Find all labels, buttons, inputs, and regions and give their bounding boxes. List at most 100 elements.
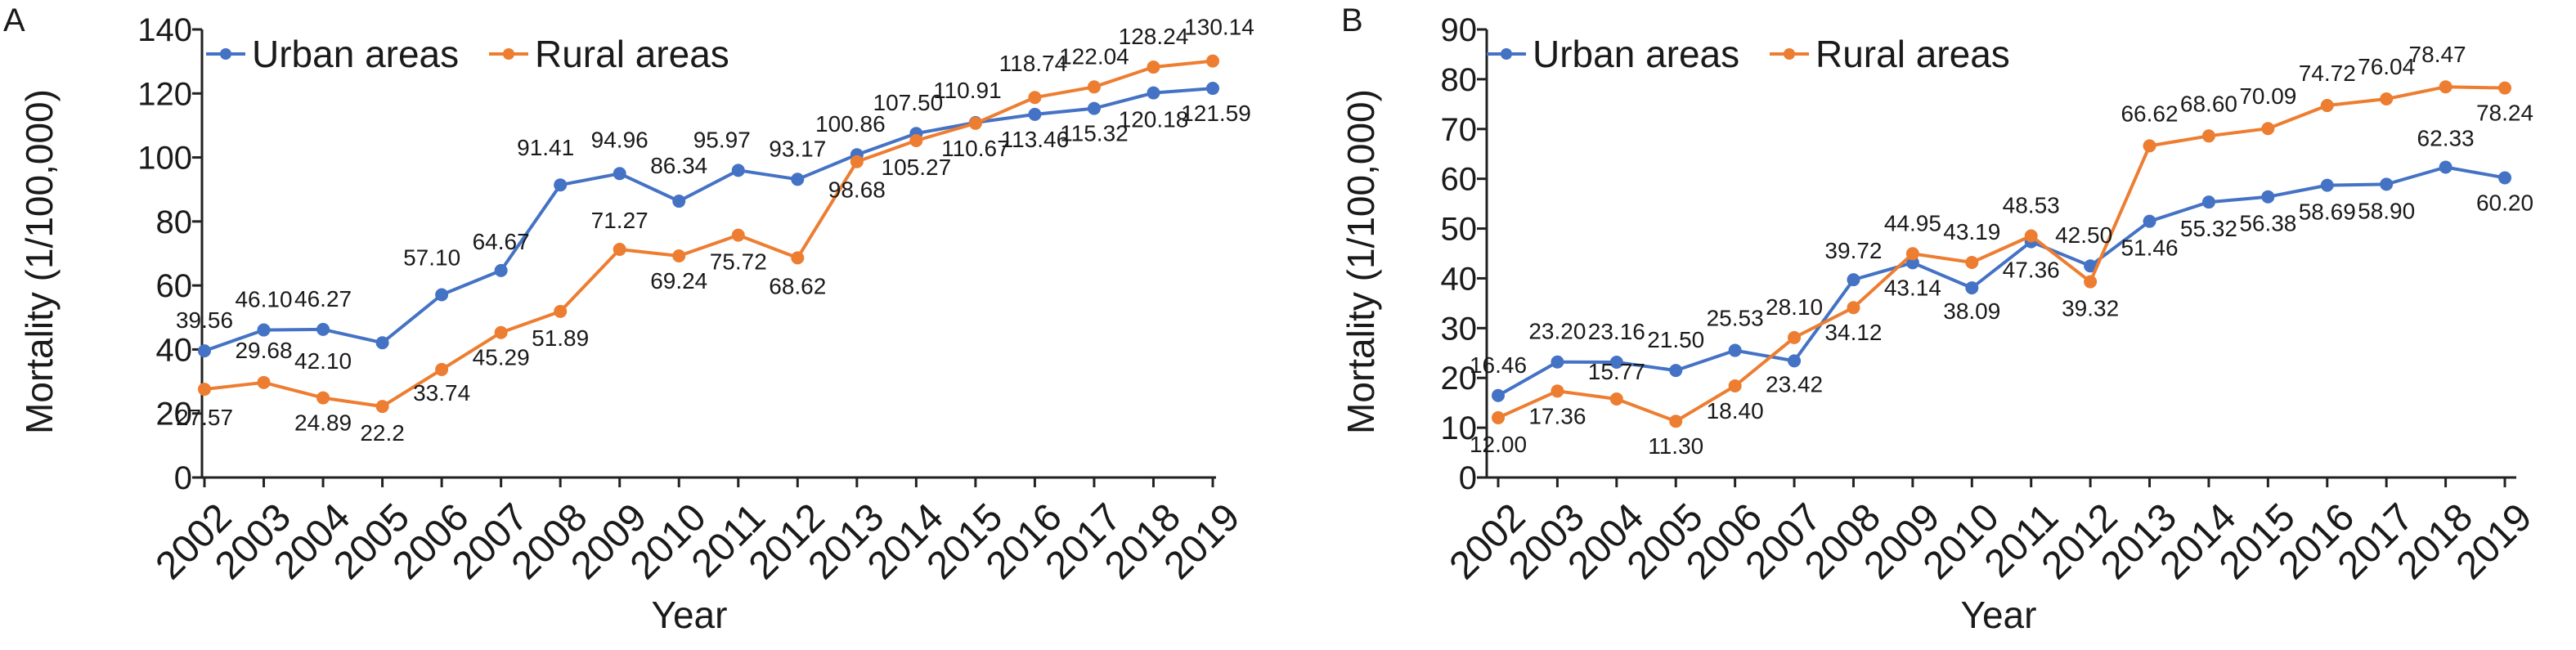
panel-a-data-label: 128.24 (1119, 24, 1189, 49)
panel-a-y-tick-label: 60 (156, 268, 193, 304)
panel-b-data-label: 28.10 (1766, 294, 1823, 320)
panel-a-data-label: 91.41 (517, 135, 574, 160)
panel-b-data-label: 12.00 (1470, 432, 1527, 457)
panel-b-data-label: 47.36 (2003, 258, 2060, 283)
panel-b-data-point-urban (2261, 190, 2275, 204)
panel-b-data-label: 78.47 (2409, 42, 2466, 67)
panel-a-data-label: 71.27 (591, 208, 648, 233)
panel-b-data-point-rural (2084, 275, 2098, 289)
panel-a-plot-area: 0204060801001201402002200320042005200620… (18, 12, 1254, 636)
panel-a-data-point-rural (435, 362, 449, 376)
panel-a-data-label: 29.68 (235, 338, 292, 363)
panel-b-data-point-urban (1728, 343, 1742, 357)
chart-panel-a: A 02040608010012014020022003200420052006… (3, 2, 1254, 636)
panel-a-data-point-rural (731, 228, 745, 242)
panel-a-data-point-urban (257, 323, 271, 337)
panel-a-data-label: 68.62 (769, 273, 826, 298)
panel-b-y-tick-label: 20 (1441, 361, 1478, 397)
panel-b-data-point-urban (1847, 273, 1860, 287)
panel-a-data-point-rural (198, 383, 211, 397)
panel-b-data-point-rural (2261, 122, 2275, 136)
panel-b-data-point-urban (1609, 355, 1623, 369)
panel-a-data-label: 100.86 (815, 111, 886, 137)
panel-a-legend: Urban areas Rural areas (206, 33, 729, 75)
panel-b-data-point-rural (1847, 301, 1860, 315)
panel-a-data-label: 33.74 (413, 380, 470, 406)
panel-a-data-label: 93.17 (769, 136, 826, 161)
panel-a-data-label: 95.97 (693, 127, 751, 152)
panel-b-y-tick-label: 0 (1459, 460, 1477, 496)
panel-b-data-label: 23.42 (1766, 371, 1823, 397)
panel-b-legend-marker (1784, 48, 1795, 60)
panel-b-letter: B (1341, 2, 1363, 38)
panel-b-x-axis-title: Year (1961, 594, 2037, 636)
panel-b-y-tick-label: 40 (1441, 261, 1478, 297)
panel-b-data-label: 25.53 (1707, 306, 1764, 331)
panel-a-letter: A (3, 2, 25, 38)
panel-a-data-label: 46.10 (235, 287, 292, 312)
panel-b-data-label: 76.04 (2358, 54, 2415, 79)
panel-b-data-point-rural (2143, 139, 2156, 153)
panel-b-data-label: 43.14 (1884, 275, 1941, 300)
panel-a-y-tick-label: 80 (156, 204, 193, 240)
panel-a-data-label: 42.10 (294, 348, 352, 374)
panel-b-y-tick-label: 30 (1441, 311, 1478, 347)
panel-b-legend-label-rural: Rural areas (1815, 33, 2010, 75)
panel-a-y-tick-label: 40 (156, 332, 193, 368)
panel-a-data-point-urban (791, 173, 805, 186)
panel-a-data-label: 98.68 (828, 177, 886, 203)
panel-b-data-label: 16.46 (1470, 352, 1527, 378)
panel-b-data-label: 58.90 (2358, 198, 2415, 223)
panel-a-y-tick-label: 120 (137, 76, 192, 112)
panel-a-data-point-urban (316, 322, 330, 336)
panel-a-data-point-urban (1147, 86, 1160, 100)
panel-a-data-label: 45.29 (473, 345, 530, 370)
panel-b-data-point-rural (1788, 330, 1802, 344)
panel-b-data-label: 70.09 (2239, 83, 2296, 109)
panel-b-data-label: 44.95 (1884, 210, 1941, 235)
panel-b-data-point-rural (1551, 384, 1564, 398)
panel-a-series-line-urban (204, 87, 1214, 353)
panel-b-data-label: 18.40 (1707, 398, 1764, 424)
panel-b-legend-label-urban: Urban areas (1533, 33, 1739, 75)
panel-a-y-axis-title: Mortality (1/100,000) (18, 89, 61, 434)
panel-b-data-point-urban (1965, 281, 1979, 295)
panel-a-data-label: 118.74 (999, 51, 1068, 76)
panel-b-data-label: 56.38 (2239, 211, 2296, 236)
panel-b-y-tick-label: 50 (1441, 212, 1478, 248)
panel-a-data-label: 110.91 (933, 78, 1002, 103)
panel-b-data-label: 43.19 (1943, 219, 2000, 244)
panel-b-data-point-urban (2143, 214, 2156, 228)
panel-a-data-point-rural (1087, 80, 1101, 94)
panel-a-data-label: 27.57 (176, 405, 233, 430)
panel-b-data-point-urban (2320, 178, 2334, 192)
panel-a-data-label: 105.27 (882, 155, 952, 180)
panel-b-data-point-urban (1551, 355, 1564, 369)
panel-b-series-line-urban (1497, 165, 2506, 397)
panel-b-data-point-urban (1905, 256, 1919, 270)
panel-b-data-point-rural (2439, 80, 2453, 94)
panel-a-data-point-rural (1147, 61, 1160, 74)
panel-b-data-label: 62.33 (2417, 125, 2475, 150)
panel-a-data-label: 24.89 (294, 410, 352, 436)
panel-a-data-point-rural (909, 133, 923, 147)
panel-b-data-point-urban (1669, 364, 1683, 378)
panel-b-data-point-rural (2201, 129, 2215, 143)
panel-a-data-label: 51.89 (532, 325, 589, 351)
panel-a-legend-marker (220, 48, 231, 60)
panel-a-data-label: 69.24 (650, 268, 707, 294)
panel-a-data-label: 46.27 (294, 286, 352, 312)
panel-b-data-point-rural (1728, 379, 1742, 392)
panel-b-data-label: 42.50 (2055, 222, 2112, 248)
panel-b-legend: Urban areas Rural areas (1487, 33, 2010, 75)
panel-a-data-label: 121.59 (1181, 101, 1251, 126)
panel-a-data-point-urban (1087, 101, 1101, 115)
panel-b-y-tick-label: 10 (1441, 410, 1478, 446)
panel-b-data-label: 34.12 (1824, 320, 1882, 345)
panel-b-data-label: 74.72 (2299, 61, 2356, 86)
panel-a-data-point-rural (494, 325, 508, 339)
panel-b-data-label: 39.32 (2062, 296, 2119, 321)
panel-a-x-axis-title: Year (652, 594, 728, 636)
panel-b-data-point-urban (2201, 195, 2215, 209)
